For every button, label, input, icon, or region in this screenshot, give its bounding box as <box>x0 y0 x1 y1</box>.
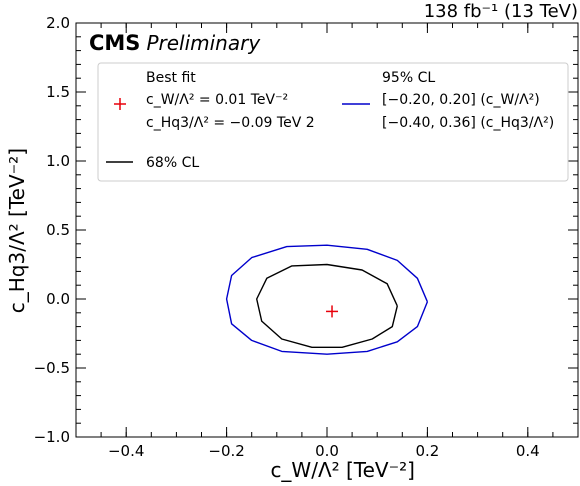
status-label: Preliminary <box>146 31 261 55</box>
best-fit-marker <box>326 305 339 318</box>
y-tick-label: 1.0 <box>46 152 70 170</box>
legend-bestfit-marker <box>114 98 126 110</box>
legend-box <box>97 62 569 182</box>
y-tick-label: −1.0 <box>34 428 70 446</box>
experiment-label: CMS <box>89 31 140 55</box>
x-tick-label: 0.0 <box>315 442 339 460</box>
legend-95-interval-chq3: [−0.40, 0.36] (c_Hq3/Λ²) <box>382 115 554 131</box>
cms-label: CMS Preliminary <box>89 31 261 55</box>
contours <box>225 244 429 355</box>
y-tick-label: 0.5 <box>46 221 70 239</box>
x-axis-title: c_W/Λ² [TeV⁻²] <box>270 458 415 482</box>
contour-68 <box>256 263 398 348</box>
legend-bestfit-cw: c_W/Λ² = 0.01 TeV⁻² <box>146 92 288 108</box>
axis-ticks: −0.4 −0.2 0.0 0.2 0.4 −1.0 −0.5 0.0 0.5 1.0 1.5 2.0 <box>34 14 579 460</box>
x-tick-label: −0.4 <box>108 442 144 460</box>
x-tick-label: 0.4 <box>516 442 540 460</box>
y-tick-label: −0.5 <box>34 359 70 377</box>
x-tick-label: 0.2 <box>415 442 439 460</box>
y-tick-label: 1.5 <box>46 83 70 101</box>
legend-95-interval-cw: [−0.20, 0.20] (c_W/Λ²) <box>382 92 540 108</box>
y-tick-label: 0.0 <box>46 290 70 308</box>
legend-95-title: 95% CL <box>382 70 435 86</box>
y-tick-label: 2.0 <box>46 14 70 32</box>
y-axis-title: c_Hq3/Λ² [TeV⁻²] <box>5 148 29 313</box>
legend-68-label: 68% CL <box>146 155 199 171</box>
lumi-label: 138 fb⁻¹ (13 TeV) <box>424 1 578 22</box>
contour-95 <box>225 244 429 355</box>
x-tick-label: −0.2 <box>208 442 244 460</box>
legend-bestfit-chq3: c_Hq3/Λ² = −0.09 TeV 2 <box>146 115 315 131</box>
legend-bestfit-title: Best fit <box>146 70 196 86</box>
